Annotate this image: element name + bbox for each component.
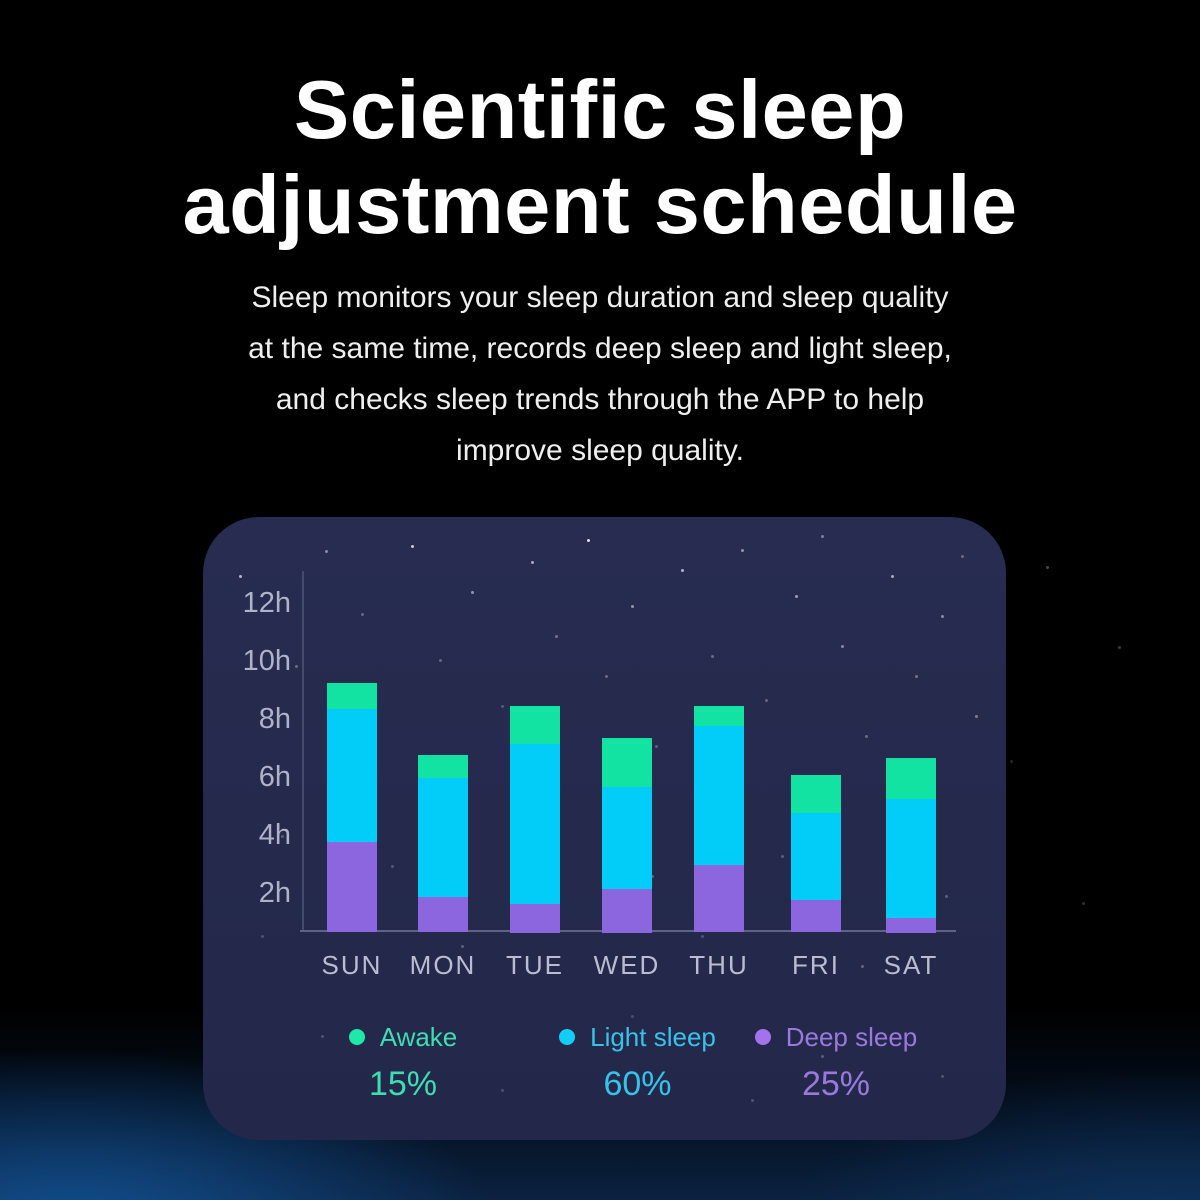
bar-fri [791,775,841,932]
page-title: Scientific sleep adjustment schedule [0,62,1200,252]
subtitle-line-3: and checks sleep trends through the APP … [275,383,925,416]
segment-light-sleep-sun [327,709,377,842]
segment-light-sleep-thu [694,726,744,865]
segment-deep-sleep-fri [791,900,841,932]
legend-head-awake: Awake [343,1022,463,1052]
segment-deep-sleep-sun [327,842,377,932]
subtitle-line-1: Sleep monitors your sleep duration and s… [251,281,949,314]
legend-head-deep-sleep: Deep sleep [754,1022,918,1052]
segment-deep-sleep-tue [510,904,560,933]
legend-label-deep-sleep: Deep sleep [785,1022,918,1052]
x-label-sun: SUN [321,950,383,980]
title-line-1: Scientific sleep [293,63,907,156]
segment-awake-fri [791,775,841,813]
legend-dot-awake-icon [348,1029,365,1045]
y-tick-10h: 10h [242,645,291,677]
y-tick-12h: 12h [242,587,291,619]
y-tick-4h: 4h [258,819,291,851]
bar-tue [510,706,560,933]
legend-item-deep-sleep: Deep sleep 25% [754,1022,918,1104]
x-label-fri: FRI [792,950,840,980]
segment-deep-sleep-sat [886,918,936,933]
segment-light-sleep-wed [602,787,652,889]
background-stars [0,0,3,3]
bar-mon [418,755,468,932]
title-line-2: adjustment schedule [182,158,1018,251]
segment-deep-sleep-wed [602,889,652,933]
segment-light-sleep-fri [791,813,841,900]
segment-light-sleep-sat [886,799,936,918]
legend-label-light-sleep: Light sleep [590,1022,716,1052]
y-tick-8h: 8h [258,703,291,735]
y-tick-2h: 2h [258,877,291,909]
x-label-wed: WED [593,950,661,980]
legend-item-awake: Awake 15% [343,1022,463,1104]
subtitle-line-4: improve sleep quality. [456,434,744,467]
legend-item-light-sleep: Light sleep 60% [555,1022,720,1104]
legend-percent-light-sleep: 60% [603,1065,672,1103]
segment-awake-mon [418,755,468,778]
legend-percent-awake: 15% [368,1065,438,1103]
legend-label-awake: Awake [379,1022,458,1052]
y-axis-line [302,571,304,932]
x-label-mon: MON [409,950,477,980]
segment-deep-sleep-thu [694,865,744,932]
legend-dot-light-sleep-icon [559,1029,576,1045]
segment-light-sleep-mon [418,778,468,897]
segment-light-sleep-tue [510,744,560,904]
legend-head-light-sleep: Light sleep [555,1022,720,1052]
bar-sat [886,758,936,933]
sleep-chart-card: 12h 10h 8h 6h 4h 2h SUN MON TUE WED THU FRI SAT Awak… [203,517,1006,1140]
x-label-tue: TUE [506,950,564,980]
y-tick-6h: 6h [258,761,291,793]
segment-awake-tue [510,706,560,744]
bar-thu [694,706,744,932]
bar-wed [602,738,652,933]
segment-awake-thu [694,706,744,726]
bar-sun [327,683,377,932]
subtitle-line-2: at the same time, records deep sleep and… [248,332,952,365]
segment-awake-wed [602,738,652,787]
page-subtitle: Sleep monitors your sleep duration and s… [0,272,1200,476]
legend-dot-deep-sleep-icon [754,1029,771,1045]
segment-awake-sat [886,758,936,799]
segment-awake-sun [327,683,377,709]
x-label-sat: SAT [883,950,939,980]
segment-deep-sleep-mon [418,897,468,932]
legend-percent-deep-sleep: 25% [801,1065,871,1103]
sleep-stacked-bar-chart: 12h 10h 8h 6h 4h 2h SUN MON TUE WED THU FRI SAT [203,517,1006,1140]
x-label-thu: THU [689,950,749,980]
